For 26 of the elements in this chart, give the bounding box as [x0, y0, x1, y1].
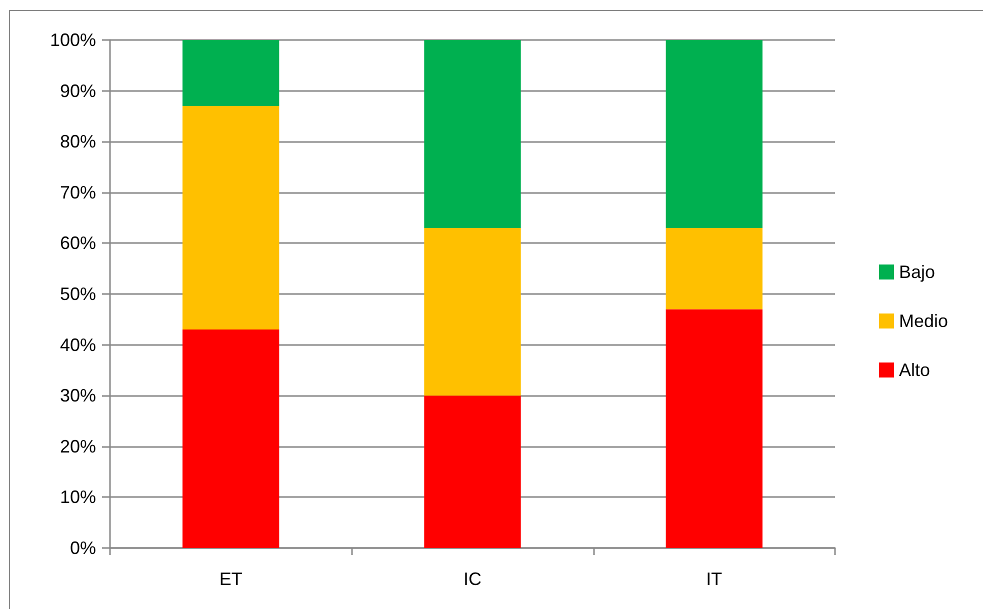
- y-tick-label: 100%: [50, 30, 96, 50]
- bar: [182, 40, 280, 106]
- bar: [424, 228, 521, 396]
- x-tick-label: IT: [706, 569, 722, 589]
- y-tick-label: 20%: [60, 436, 96, 456]
- legend-label: Medio: [899, 311, 948, 331]
- bar: [666, 228, 762, 310]
- bar: [666, 309, 762, 548]
- y-tick-label: 40%: [60, 334, 96, 355]
- x-tick-label: IC: [464, 569, 482, 589]
- bar: [424, 40, 521, 228]
- bar: [424, 396, 521, 548]
- y-tick-label: 90%: [60, 80, 96, 101]
- x-tick-label: ET: [219, 569, 242, 589]
- y-tick-label: 50%: [60, 284, 96, 304]
- bar: [182, 106, 280, 330]
- bar: [182, 330, 280, 548]
- bar: [666, 40, 762, 228]
- legend-label: Bajo: [899, 262, 936, 282]
- legend-label: Alto: [899, 360, 930, 380]
- y-tick-label: 60%: [60, 233, 96, 254]
- y-tick-label: 30%: [60, 386, 96, 406]
- y-tick-label: 80%: [60, 132, 96, 152]
- y-tick-label: 0%: [70, 538, 96, 558]
- y-tick-label: 70%: [60, 182, 96, 202]
- y-tick-label: 10%: [60, 487, 96, 508]
